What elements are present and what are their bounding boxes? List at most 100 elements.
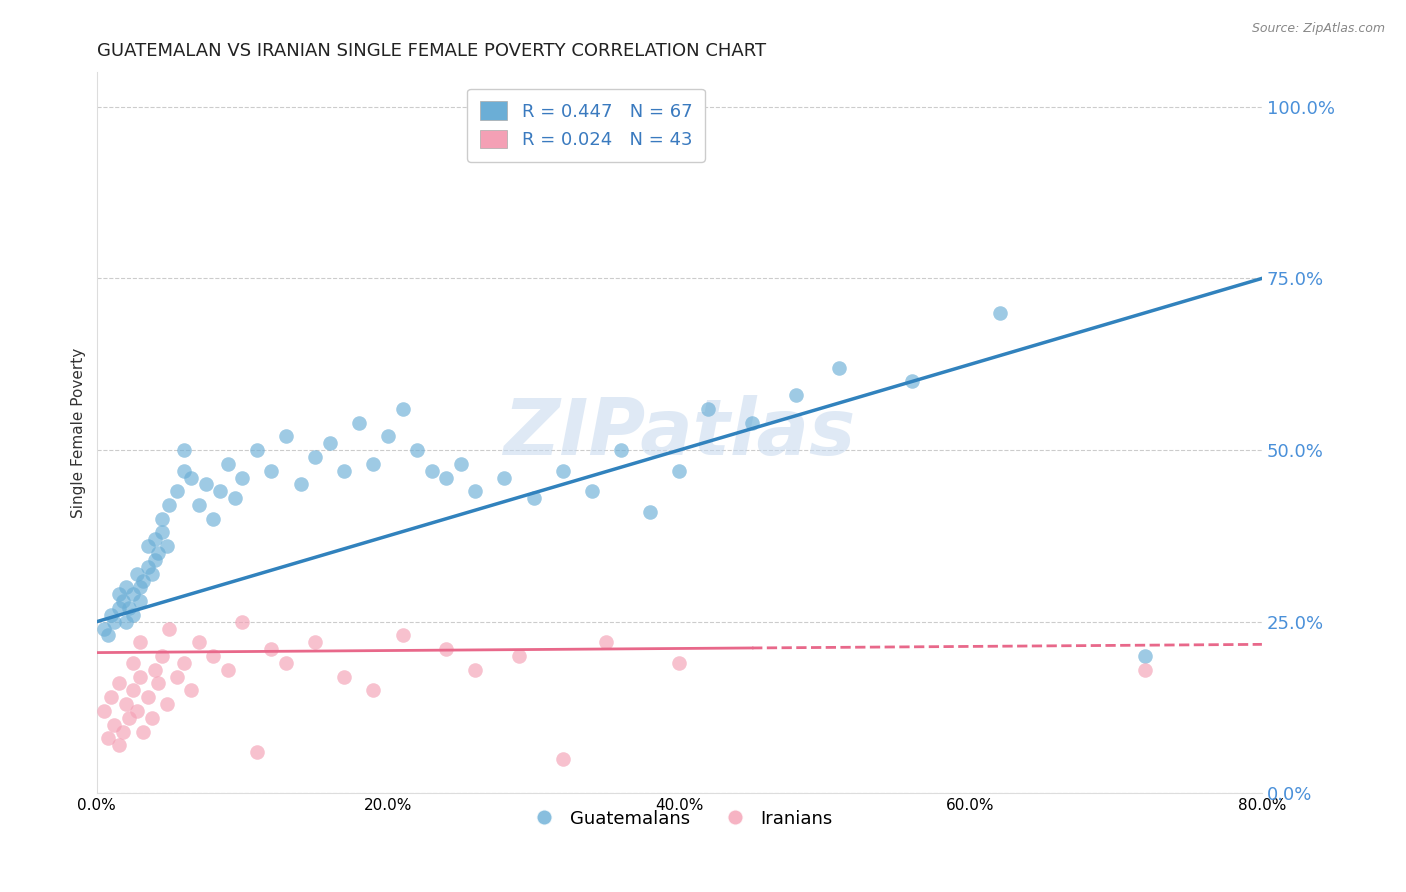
Point — [103, 717, 125, 731]
Point — [610, 443, 633, 458]
Point — [274, 429, 297, 443]
Point — [118, 601, 141, 615]
Point — [363, 683, 385, 698]
Point — [202, 512, 225, 526]
Point — [638, 505, 661, 519]
Point — [406, 443, 429, 458]
Point — [114, 580, 136, 594]
Point — [785, 388, 807, 402]
Legend: Guatemalans, Iranians: Guatemalans, Iranians — [519, 802, 839, 835]
Point — [141, 566, 163, 581]
Point — [595, 635, 617, 649]
Point — [202, 648, 225, 663]
Point — [304, 450, 326, 464]
Point — [551, 752, 574, 766]
Point — [434, 642, 457, 657]
Point — [377, 429, 399, 443]
Point — [494, 470, 516, 484]
Point — [132, 724, 155, 739]
Point — [114, 615, 136, 629]
Point — [187, 635, 209, 649]
Point — [668, 464, 690, 478]
Point — [146, 546, 169, 560]
Point — [143, 553, 166, 567]
Point — [901, 375, 924, 389]
Point — [464, 663, 486, 677]
Point — [129, 670, 152, 684]
Point — [141, 711, 163, 725]
Point — [114, 697, 136, 711]
Point — [988, 306, 1011, 320]
Point — [107, 601, 129, 615]
Point — [107, 739, 129, 753]
Point — [136, 690, 159, 705]
Point — [118, 711, 141, 725]
Point — [551, 464, 574, 478]
Point — [129, 580, 152, 594]
Point — [159, 622, 181, 636]
Point — [391, 628, 413, 642]
Point — [143, 663, 166, 677]
Point — [224, 491, 246, 505]
Text: Source: ZipAtlas.com: Source: ZipAtlas.com — [1251, 22, 1385, 36]
Point — [136, 539, 159, 553]
Point — [173, 464, 195, 478]
Point — [122, 656, 145, 670]
Point — [180, 470, 202, 484]
Point — [508, 648, 530, 663]
Point — [127, 704, 149, 718]
Point — [155, 539, 177, 553]
Point — [100, 607, 122, 622]
Point — [246, 443, 269, 458]
Point — [697, 401, 720, 416]
Point — [333, 464, 356, 478]
Point — [146, 676, 169, 690]
Point — [155, 697, 177, 711]
Point — [347, 416, 370, 430]
Point — [150, 512, 173, 526]
Point — [107, 676, 129, 690]
Point — [741, 416, 763, 430]
Point — [122, 607, 145, 622]
Point — [217, 663, 239, 677]
Point — [129, 635, 152, 649]
Point — [111, 594, 134, 608]
Point — [363, 457, 385, 471]
Point — [828, 360, 851, 375]
Point — [274, 656, 297, 670]
Point — [523, 491, 546, 505]
Point — [246, 745, 269, 759]
Text: ZIPatlas: ZIPatlas — [503, 395, 855, 471]
Point — [450, 457, 472, 471]
Point — [173, 443, 195, 458]
Point — [122, 587, 145, 601]
Point — [159, 498, 181, 512]
Point — [150, 525, 173, 540]
Point — [260, 642, 283, 657]
Text: GUATEMALAN VS IRANIAN SINGLE FEMALE POVERTY CORRELATION CHART: GUATEMALAN VS IRANIAN SINGLE FEMALE POVE… — [97, 42, 766, 60]
Point — [217, 457, 239, 471]
Point — [304, 635, 326, 649]
Point — [668, 656, 690, 670]
Point — [103, 615, 125, 629]
Y-axis label: Single Female Poverty: Single Female Poverty — [72, 348, 86, 518]
Point — [260, 464, 283, 478]
Point — [290, 477, 312, 491]
Point — [231, 470, 253, 484]
Point — [132, 574, 155, 588]
Point — [318, 436, 340, 450]
Point — [93, 622, 115, 636]
Point — [143, 533, 166, 547]
Point — [434, 470, 457, 484]
Point — [97, 628, 120, 642]
Point — [180, 683, 202, 698]
Point — [464, 484, 486, 499]
Point — [111, 724, 134, 739]
Point — [194, 477, 217, 491]
Point — [420, 464, 443, 478]
Point — [122, 683, 145, 698]
Point — [1135, 663, 1157, 677]
Point — [107, 587, 129, 601]
Point — [127, 566, 149, 581]
Point — [1135, 648, 1157, 663]
